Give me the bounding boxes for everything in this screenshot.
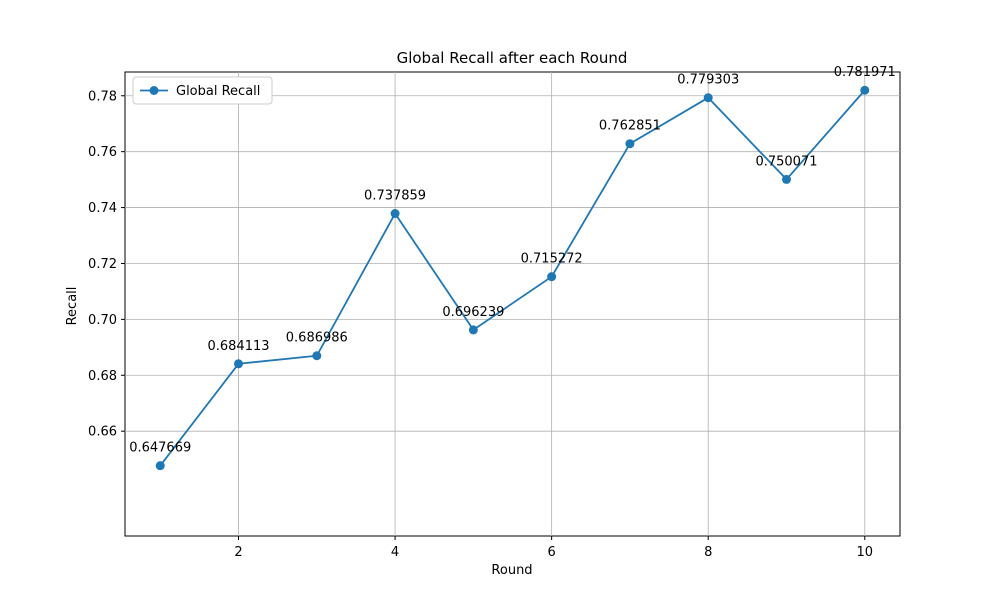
data-label: 0.737859 — [364, 189, 426, 204]
data-label: 0.779303 — [677, 73, 739, 88]
x-axis-label: Round — [491, 563, 532, 578]
data-label: 0.781971 — [834, 65, 896, 80]
data-label: 0.686986 — [286, 331, 348, 346]
legend-marker-icon — [149, 86, 159, 95]
data-point — [781, 174, 791, 184]
y-tick-label: 0.68 — [88, 369, 117, 384]
data-label: 0.762851 — [599, 119, 661, 134]
legend: Global Recall — [132, 76, 273, 105]
y-tick-label: 0.72 — [88, 257, 117, 272]
data-point — [312, 351, 322, 361]
data-point — [234, 359, 244, 369]
data-point — [155, 461, 165, 471]
data-point — [703, 93, 713, 103]
plot-area — [124, 71, 901, 537]
x-tick-label: 2 — [234, 545, 242, 560]
y-tick-label: 0.70 — [88, 313, 117, 328]
y-tick-label: 0.66 — [88, 425, 117, 440]
x-tick-label: 6 — [548, 545, 556, 560]
data-labels: 0.647669 0.684113 0.686986 0.737859 0.696239… — [129, 65, 896, 455]
series-global-recall — [155, 85, 870, 471]
legend-label-global-recall: Global Recall — [176, 84, 260, 99]
x-tick-label: 10 — [856, 545, 873, 560]
legend-box — [132, 76, 273, 105]
data-point — [860, 85, 870, 95]
y-tick-label: 0.74 — [88, 201, 117, 216]
data-label: 0.750071 — [755, 154, 817, 169]
data-point — [625, 139, 635, 149]
y-axis-ticks: 0.66 0.68 0.70 0.72 0.74 0.76 0.78 — [88, 89, 125, 440]
x-axis-ticks: 2 4 6 8 10 — [234, 536, 873, 560]
data-label: 0.684113 — [207, 339, 269, 354]
y-tick-label: 0.76 — [88, 145, 117, 160]
y-tick-label: 0.78 — [88, 89, 117, 104]
data-label: 0.647669 — [129, 441, 191, 456]
y-axis-label: Recall — [65, 287, 80, 326]
series-line — [159, 89, 866, 467]
x-tick-label: 4 — [391, 545, 399, 560]
data-point — [547, 272, 557, 282]
data-point — [468, 325, 478, 335]
data-point — [390, 209, 400, 219]
data-label: 0.696239 — [442, 305, 504, 320]
chart-title: Global Recall after each Round — [397, 49, 628, 67]
data-label: 0.715272 — [521, 252, 583, 267]
x-tick-label: 8 — [704, 545, 712, 560]
